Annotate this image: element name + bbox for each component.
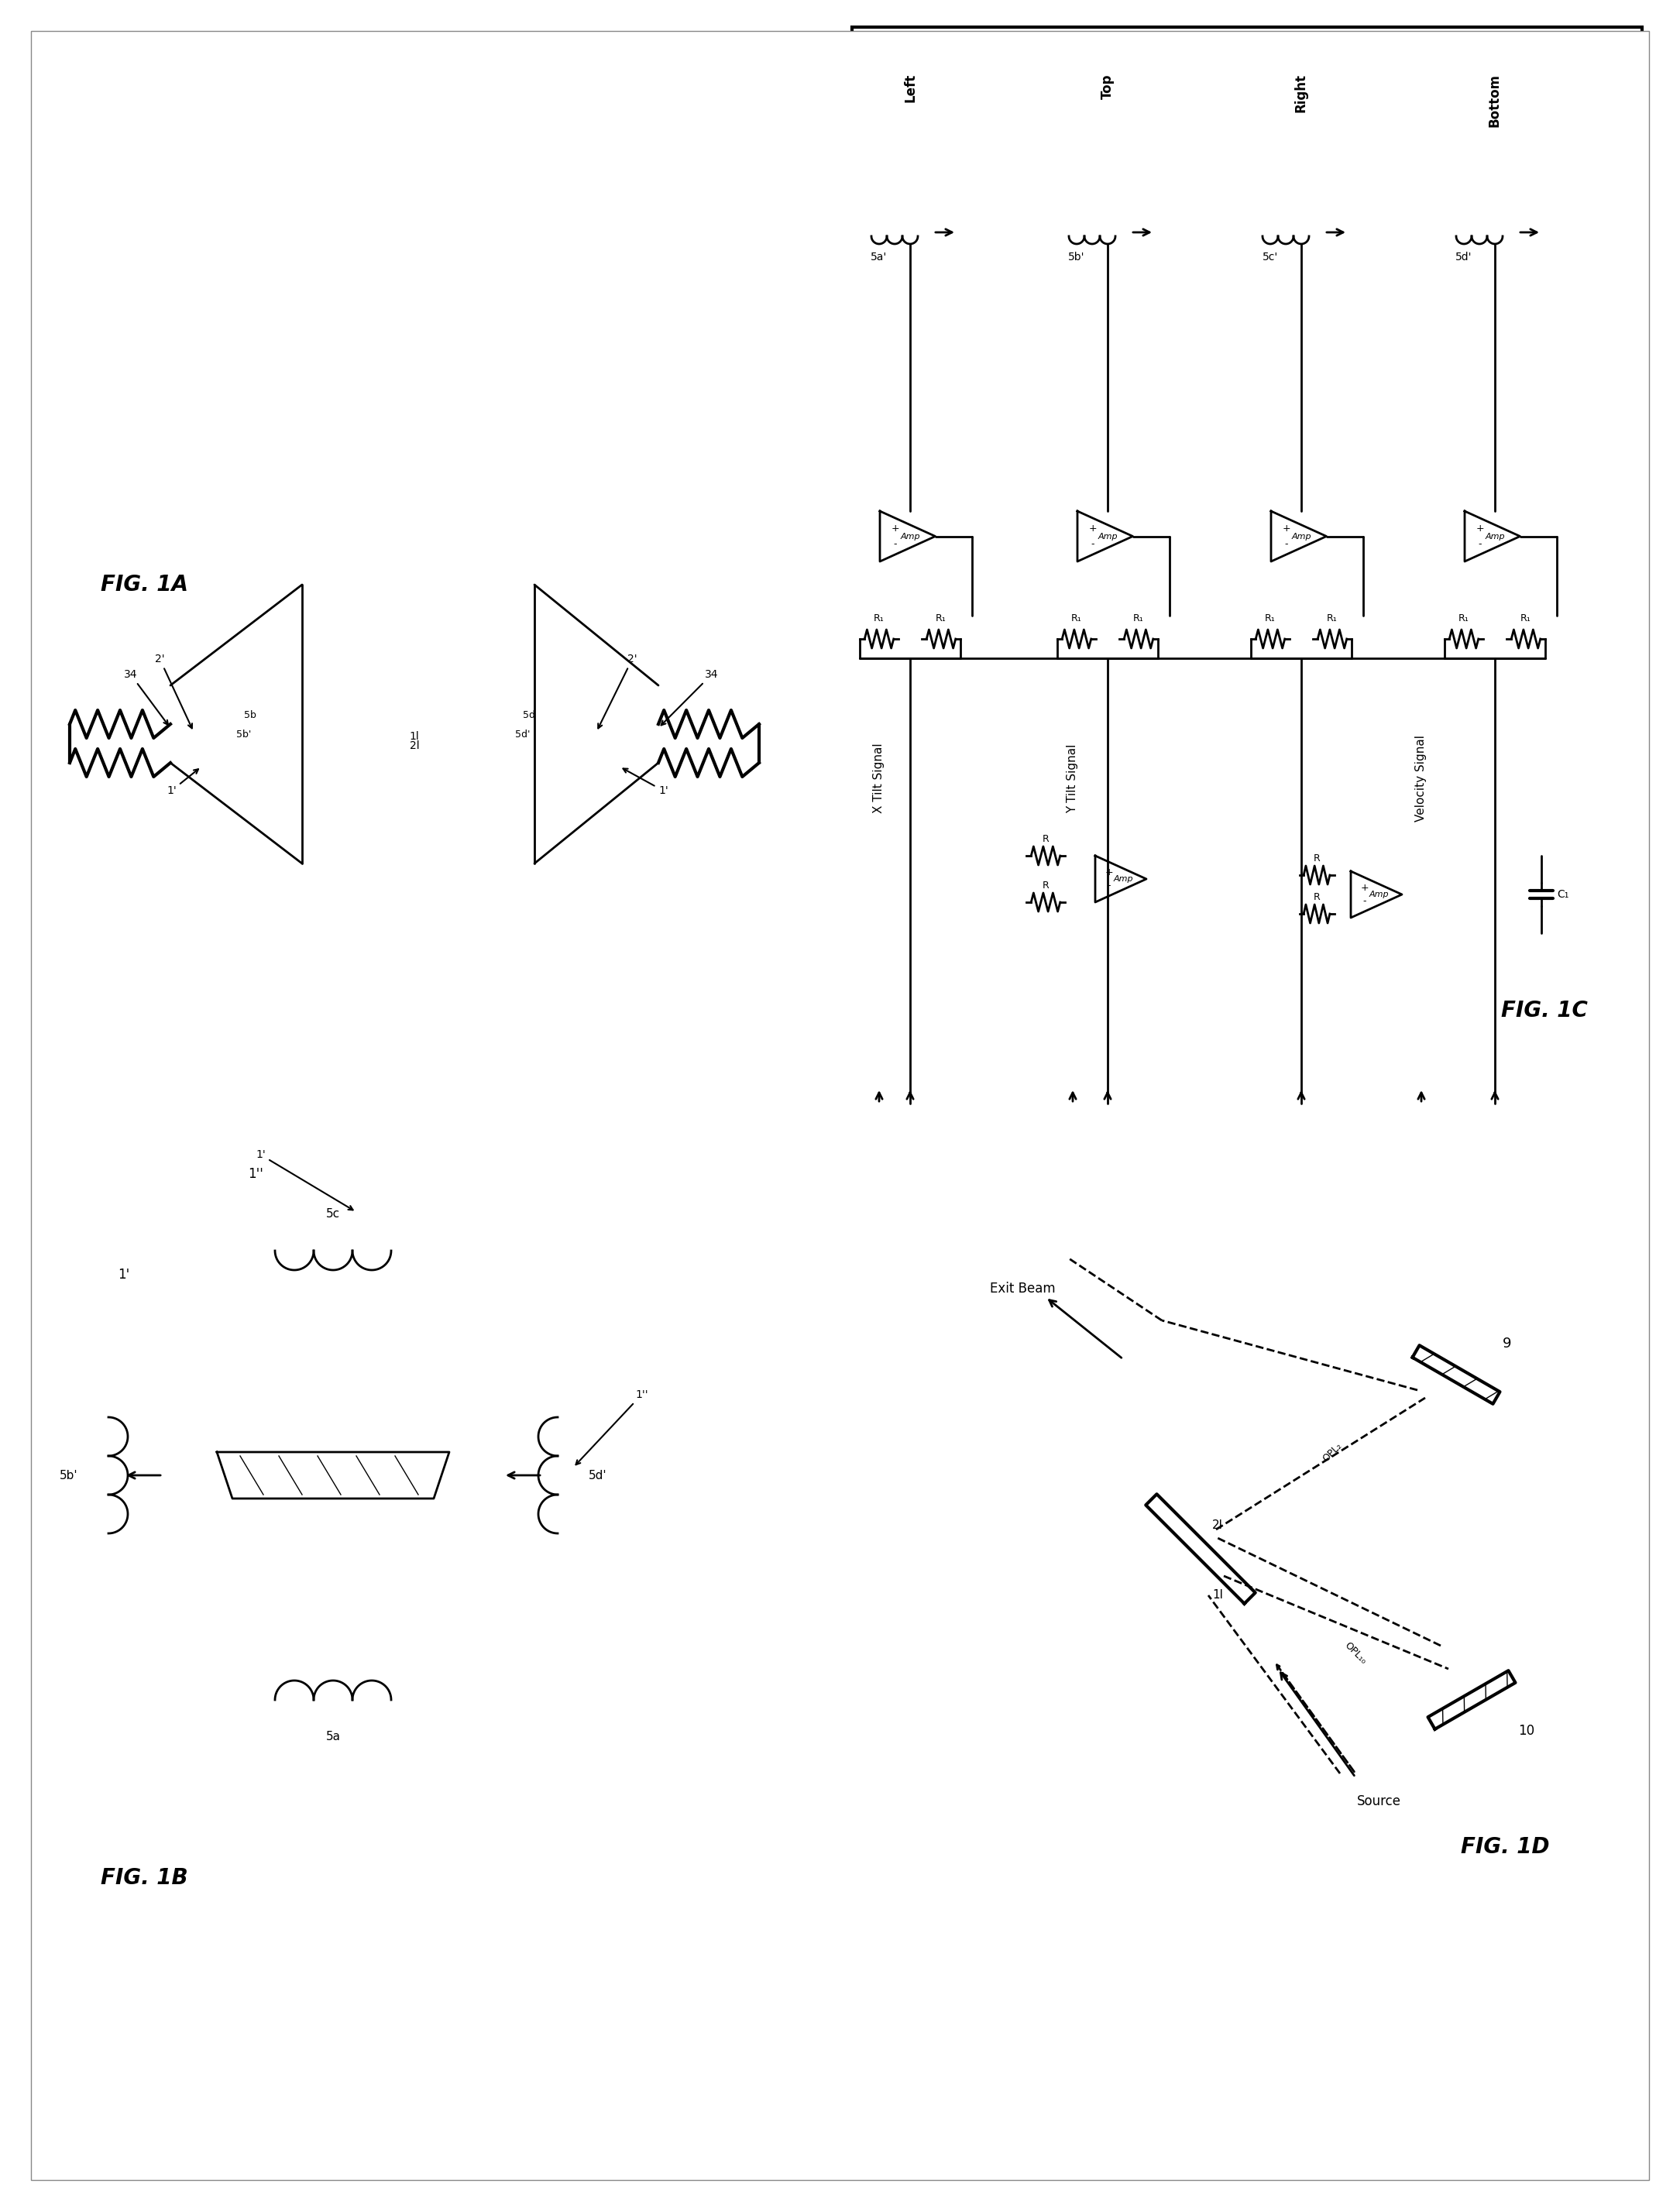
Text: 5b': 5b' xyxy=(59,1470,77,1481)
Text: 1': 1' xyxy=(118,1267,129,1282)
Text: R: R xyxy=(1314,853,1320,865)
Text: 2': 2' xyxy=(155,654,192,727)
Text: 5d': 5d' xyxy=(516,730,531,741)
Text: Amp: Amp xyxy=(900,533,921,539)
Text: FIG. 1B: FIG. 1B xyxy=(101,1866,188,1888)
Text: Source: Source xyxy=(1357,1795,1401,1809)
Text: +: + xyxy=(1089,524,1097,533)
Text: R₁: R₁ xyxy=(1134,612,1144,624)
Text: +: + xyxy=(1475,524,1483,533)
Bar xyxy=(852,27,1641,1143)
Text: R₁: R₁ xyxy=(1458,612,1470,624)
Text: -: - xyxy=(1107,880,1110,891)
Text: R₁: R₁ xyxy=(936,612,946,624)
Text: R₁: R₁ xyxy=(1520,612,1530,624)
Text: R: R xyxy=(1042,834,1048,845)
Text: Bottom: Bottom xyxy=(1488,73,1502,126)
Text: 5c': 5c' xyxy=(1262,252,1278,263)
Text: Amp: Amp xyxy=(1369,891,1389,898)
Text: 1'': 1'' xyxy=(576,1389,648,1464)
Text: FIG. 1A: FIG. 1A xyxy=(101,575,188,595)
Bar xyxy=(232,732,259,752)
Bar xyxy=(232,752,259,772)
Text: 1l: 1l xyxy=(410,732,420,743)
Text: R₁: R₁ xyxy=(1265,612,1275,624)
Bar xyxy=(175,743,655,750)
Text: 9: 9 xyxy=(1502,1338,1512,1351)
Text: Right: Right xyxy=(1294,73,1309,113)
Text: -: - xyxy=(1478,539,1482,548)
Text: 5d: 5d xyxy=(522,710,536,721)
Text: FIG. 1C: FIG. 1C xyxy=(1502,999,1588,1021)
Text: R: R xyxy=(1042,880,1048,891)
Text: -: - xyxy=(1362,895,1366,907)
Text: 2l: 2l xyxy=(410,741,420,752)
Text: Velocity Signal: Velocity Signal xyxy=(1416,734,1426,822)
Bar xyxy=(175,734,655,741)
Text: 2l: 2l xyxy=(1213,1519,1223,1532)
Text: 34: 34 xyxy=(662,670,719,725)
Text: Amp: Amp xyxy=(1292,533,1310,539)
Text: Top: Top xyxy=(1100,73,1114,99)
Text: -: - xyxy=(1090,539,1094,548)
Text: 5b': 5b' xyxy=(237,730,252,741)
Text: 1': 1' xyxy=(623,769,669,796)
Text: 5b: 5b xyxy=(244,710,257,721)
Text: OPL₂: OPL₂ xyxy=(1320,1439,1344,1464)
Text: R₁: R₁ xyxy=(874,612,884,624)
Text: 10: 10 xyxy=(1519,1725,1534,1738)
Text: 34: 34 xyxy=(124,670,168,725)
Bar xyxy=(170,723,659,743)
Bar xyxy=(852,1181,1641,1917)
Text: 1l: 1l xyxy=(1213,1590,1223,1601)
Bar xyxy=(511,752,538,772)
Text: -: - xyxy=(894,539,897,548)
Text: R₁: R₁ xyxy=(1072,612,1082,624)
Text: FIG. 1D: FIG. 1D xyxy=(1460,1835,1549,1857)
Text: +: + xyxy=(890,524,899,533)
Text: 5a: 5a xyxy=(326,1731,341,1742)
Text: -: - xyxy=(1285,539,1289,548)
Text: 1'': 1'' xyxy=(249,1167,264,1181)
Text: C₁: C₁ xyxy=(1557,889,1569,900)
Text: R: R xyxy=(1314,893,1320,902)
Text: X Tilt Signal: X Tilt Signal xyxy=(874,743,885,814)
Text: +: + xyxy=(1361,882,1369,893)
Text: OPL₁₀: OPL₁₀ xyxy=(1342,1641,1369,1667)
Text: 5d': 5d' xyxy=(588,1470,606,1481)
Text: Left: Left xyxy=(904,73,917,102)
Text: Exit Beam: Exit Beam xyxy=(990,1282,1055,1296)
Text: 1': 1' xyxy=(255,1150,353,1209)
Text: 5b': 5b' xyxy=(1068,252,1084,263)
Text: Amp: Amp xyxy=(1114,876,1132,882)
Text: 5d': 5d' xyxy=(1455,252,1472,263)
Text: Amp: Amp xyxy=(1097,533,1117,539)
Text: +: + xyxy=(1105,867,1114,878)
Text: Amp: Amp xyxy=(1485,533,1505,539)
Bar xyxy=(511,732,538,752)
Text: 2': 2' xyxy=(598,654,637,727)
Text: 1': 1' xyxy=(166,769,198,796)
Text: Y Tilt Signal: Y Tilt Signal xyxy=(1067,743,1079,814)
Text: 5c: 5c xyxy=(326,1207,339,1220)
Text: +: + xyxy=(1282,524,1290,533)
Text: R₁: R₁ xyxy=(1327,612,1337,624)
Text: 5a': 5a' xyxy=(870,252,887,263)
